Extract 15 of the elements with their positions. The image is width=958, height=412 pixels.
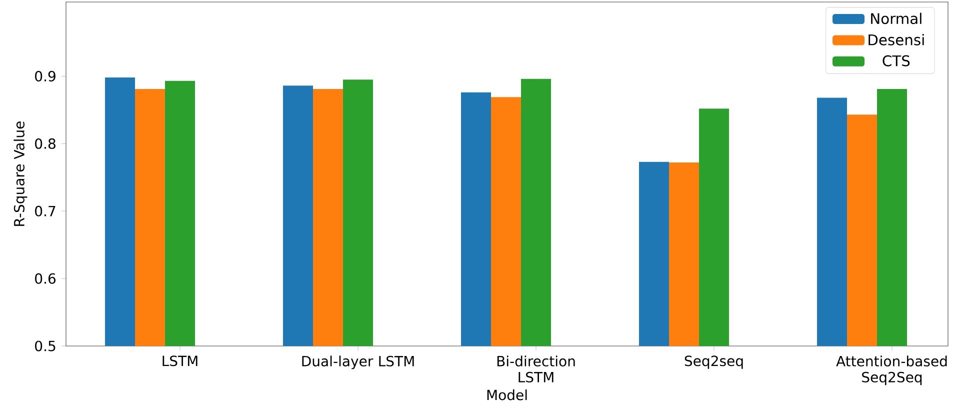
- y-tick-label: 0.5: [35, 340, 56, 352]
- x-tick-label: Bi-direction LSTM: [497, 356, 575, 382]
- x-tick-label: LSTM: [162, 356, 198, 366]
- legend-label: Desensi: [868, 34, 924, 46]
- x-tick-label: Dual-layer LSTM: [302, 356, 414, 370]
- x-tick-label: Seq2seq: [684, 356, 743, 369]
- legend-label: Normal: [871, 12, 922, 24]
- legend-label: CTS: [882, 55, 910, 66]
- x-axis-title: Model: [487, 389, 527, 400]
- y-tick-label: 0.7: [35, 206, 56, 216]
- y-tick-label: 0.9: [35, 70, 56, 82]
- y-tick-label: 0.6: [35, 273, 56, 284]
- y-axis-title: R-Square Value: [14, 122, 28, 226]
- y-tick-label: 0.8: [35, 138, 56, 149]
- x-tick-label: Attention-based Seq2Seq: [836, 356, 947, 386]
